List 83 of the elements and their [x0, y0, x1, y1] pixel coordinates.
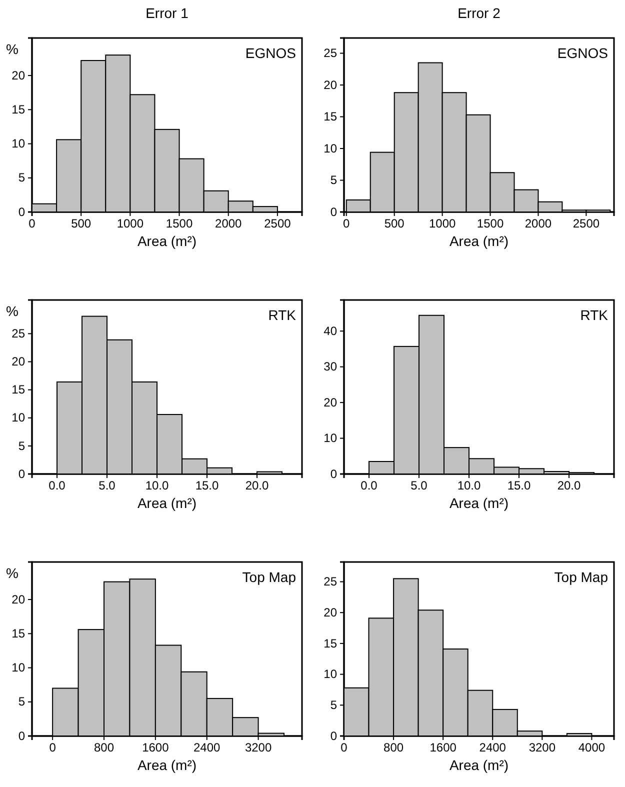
y-axis-title: %	[6, 565, 18, 581]
x-tick-label: 15.0	[507, 478, 531, 493]
x-tick-label: 0	[340, 740, 348, 755]
text: EGNOS	[557, 45, 608, 61]
y-axis-title: %	[6, 41, 18, 57]
x-tick-label: 2500	[264, 216, 292, 231]
y-tick-label: 25	[324, 574, 338, 589]
x-tick-label: 500	[71, 216, 92, 231]
x-axis-title: Area (m²)	[137, 233, 197, 249]
x-tick-label: 0.0	[360, 478, 378, 493]
x-tick-label: 2400	[479, 740, 506, 755]
x-tick-label: 1600	[430, 740, 457, 755]
y-tick-label: 0	[330, 728, 338, 743]
y-tick-label: 20	[324, 78, 338, 92]
x-tick-label: 1600	[142, 740, 170, 755]
x-tick-label: 3200	[528, 740, 556, 755]
x-axis-title: Area (m²)	[137, 495, 197, 511]
x-tick-label: 1500	[476, 216, 504, 231]
x-tick-label: 1000	[428, 216, 456, 231]
y-tick-label: 20	[324, 395, 338, 410]
y-tick-label: 10	[324, 431, 338, 446]
x-tick-label: 15.0	[195, 478, 219, 493]
x-tick-label: 4000	[578, 740, 606, 755]
y-tick-label: 30	[324, 360, 338, 374]
y-tick-label: 0	[330, 204, 338, 219]
y-tick-label: 20	[324, 605, 338, 620]
text: Top Map	[242, 569, 296, 585]
y-tick-label: 5	[330, 173, 338, 188]
y-tick-label: 0	[18, 466, 26, 481]
x-axis-title: Area (m²)	[449, 757, 509, 773]
x-axis-title: Area (m²)	[449, 233, 509, 249]
y-tick-label: 25	[12, 326, 26, 341]
x-tick-label: 3200	[244, 740, 272, 755]
y-tick-label: 40	[324, 324, 338, 338]
y-tick-label: 20	[12, 68, 26, 82]
y-tick-label: 0	[330, 466, 338, 481]
x-tick-label: 1500	[166, 216, 193, 231]
y-tick-label: 25	[324, 46, 338, 60]
y-tick-label: 10	[12, 410, 26, 425]
y-tick-label: 5	[18, 694, 26, 709]
x-tick-label: 5.0	[98, 478, 116, 493]
x-tick-label: 2000	[215, 216, 242, 231]
x-tick-label: 2500	[572, 216, 600, 231]
x-tick-label: 20.0	[245, 478, 269, 493]
y-tick-label: 15	[324, 636, 338, 650]
y-tick-label: 10	[324, 667, 338, 682]
text: RTK	[268, 307, 297, 323]
y-tick-label: 20	[12, 354, 26, 369]
y-tick-label: 5	[18, 170, 26, 185]
y-tick-label: 15	[12, 102, 26, 116]
text: RTK	[580, 307, 609, 323]
y-tick-label: 10	[324, 141, 338, 156]
x-tick-label: 0	[28, 216, 36, 231]
y-tick-label: 15	[12, 382, 26, 397]
text: Top Map	[554, 569, 608, 585]
x-tick-label: 10.0	[457, 478, 481, 493]
x-tick-label: 10.0	[145, 478, 169, 493]
x-tick-label: 0	[49, 740, 56, 755]
x-tick-label: 20.0	[557, 478, 581, 493]
y-tick-label: 10	[12, 660, 26, 675]
text: EGNOS	[245, 45, 296, 61]
y-tick-label: 15	[12, 626, 26, 640]
x-tick-label: 1000	[116, 216, 144, 231]
x-tick-label: 800	[384, 740, 404, 755]
x-axis-title: Area (m²)	[137, 757, 197, 773]
y-tick-label: 20	[12, 592, 26, 606]
x-axis-title: Area (m²)	[449, 495, 509, 511]
x-tick-label: 2400	[194, 740, 221, 755]
x-tick-label: 500	[384, 216, 405, 231]
chart-title: Error 2	[458, 5, 501, 21]
x-tick-label: 0.0	[48, 478, 66, 493]
y-tick-label: 5	[330, 698, 338, 712]
y-tick-label: 0	[18, 204, 26, 219]
chart-title: Error 1	[146, 5, 189, 21]
y-tick-label: 5	[18, 438, 26, 453]
x-tick-label: 5.0	[410, 478, 428, 493]
x-tick-label: 2000	[524, 216, 552, 231]
x-tick-label: 800	[94, 740, 114, 755]
x-tick-label: 0	[343, 216, 350, 231]
y-axis-title: %	[6, 303, 18, 319]
y-tick-label: 10	[12, 136, 26, 151]
y-tick-label: 0	[18, 728, 26, 743]
y-tick-label: 15	[324, 110, 338, 124]
